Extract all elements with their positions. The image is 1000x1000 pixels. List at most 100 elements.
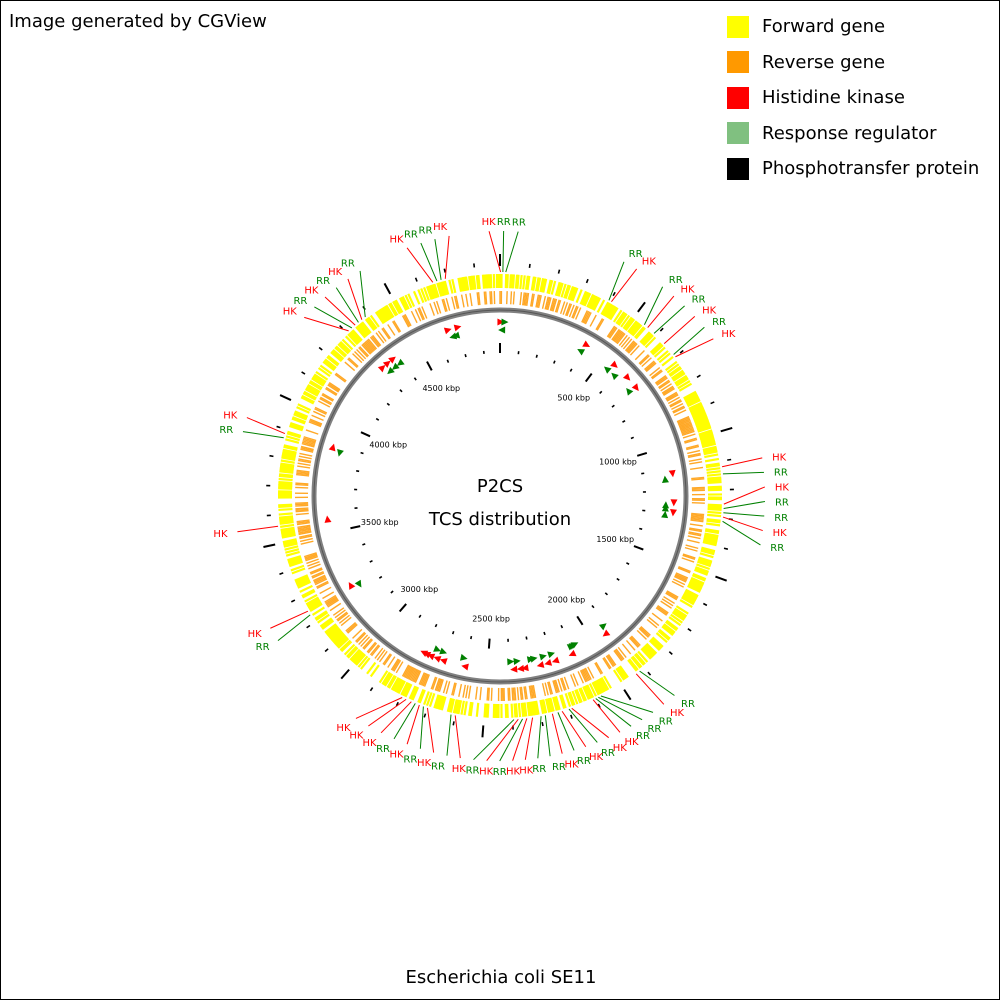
forward-gene-mark [360, 322, 371, 335]
reverse-gene-mark [614, 649, 624, 661]
reverse-gene-mark [641, 357, 652, 368]
response-regulator-mark [507, 658, 515, 666]
forward-gene-mark [557, 282, 564, 297]
inner-tick [375, 417, 380, 421]
reverse-gene-mark [387, 656, 396, 668]
legend: Forward gene Reverse gene Histidine kina… [727, 9, 979, 187]
forward-gene-mark [532, 276, 537, 291]
reverse-gene-mark [625, 640, 636, 651]
forward-gene-mark [388, 675, 397, 689]
forward-gene-mark [650, 343, 663, 355]
forward-gene-mark [325, 624, 338, 635]
forward-gene-mark [603, 303, 612, 317]
callout-label: RR [577, 756, 591, 767]
reverse-gene-mark [645, 362, 657, 373]
reverse-gene-mark [332, 607, 345, 616]
scale-label: 2000 kbp [548, 596, 586, 605]
forward-gene-mark [309, 602, 323, 612]
reverse-gene-mark [460, 294, 465, 308]
forward-gene-mark [384, 305, 394, 319]
forward-gene-mark [486, 274, 490, 289]
reverse-gene-mark [629, 345, 640, 356]
reverse-gene-mark [434, 677, 441, 691]
forward-gene-mark [510, 703, 514, 718]
forward-gene-mark [330, 351, 343, 363]
forward-gene-mark [475, 275, 480, 290]
forward-gene-mark [568, 286, 576, 301]
forward-gene-mark [681, 595, 696, 604]
callout-line [611, 268, 638, 302]
forward-gene-mark [285, 438, 300, 444]
histidine-kinase-mark [610, 360, 618, 368]
forward-gene-mark [570, 287, 577, 301]
forward-gene-mark [489, 274, 493, 289]
forward-gene-mark [287, 555, 302, 562]
reverse-gene-mark [556, 299, 562, 313]
reverse-gene-mark [314, 578, 328, 586]
reverse-gene-mark [669, 399, 682, 407]
forward-gene-mark [386, 674, 396, 689]
forward-gene-mark [369, 314, 380, 328]
reverse-gene-mark [297, 528, 312, 533]
forward-gene-mark [327, 354, 340, 366]
reverse-gene-swatch [727, 51, 749, 74]
forward-gene-mark [282, 539, 298, 545]
reverse-gene-mark [559, 677, 566, 691]
callout-line [393, 703, 416, 740]
forward-gene-mark [297, 580, 312, 589]
histidine-kinase-mark [568, 649, 577, 657]
reverse-gene-mark [422, 673, 429, 687]
forward-gene-mark [278, 503, 293, 507]
reverse-gene-mark [344, 361, 356, 372]
reverse-gene-mark [328, 383, 340, 392]
callout-line [537, 716, 542, 759]
inner-tick [350, 525, 361, 530]
forward-gene-mark [417, 688, 425, 703]
forward-gene-mark [707, 479, 722, 483]
inner-tick [386, 402, 390, 406]
reverse-gene-mark [621, 643, 632, 655]
forward-gene-mark [532, 701, 537, 716]
forward-gene-mark [311, 377, 325, 387]
reverse-gene-mark [548, 681, 554, 695]
reverse-gene-mark [419, 672, 427, 686]
forward-gene-mark [425, 285, 433, 300]
callout-label: HK [642, 256, 657, 267]
callout-line [723, 486, 766, 505]
forward-gene-mark [306, 385, 320, 395]
forward-gene-mark [692, 411, 707, 420]
forward-gene-mark [326, 625, 339, 636]
outer-tick [612, 291, 616, 297]
outer-tick [414, 277, 418, 282]
reverse-gene-mark [566, 303, 573, 317]
forward-gene-mark [433, 283, 440, 298]
forward-gene-mark [291, 567, 306, 575]
callout-line [237, 525, 279, 533]
response-regulator-mark [566, 644, 575, 651]
reverse-gene-mark [404, 314, 412, 327]
center-title: P2CS [477, 476, 523, 497]
reverse-gene-mark [489, 291, 492, 305]
reverse-gene-mark [311, 570, 324, 578]
forward-gene-mark [428, 285, 436, 299]
reverse-gene-mark [660, 383, 672, 392]
reverse-gene-mark [423, 674, 430, 687]
forward-gene-mark [603, 675, 612, 689]
forward-gene-mark [688, 580, 703, 589]
response-regulator-mark [354, 579, 362, 588]
reverse-gene-mark [666, 394, 679, 402]
reverse-gene-mark [296, 469, 310, 473]
forward-gene-mark [579, 687, 588, 702]
forward-gene-mark [475, 702, 480, 717]
forward-gene-mark [678, 382, 693, 392]
histidine-kinase-mark [551, 656, 560, 664]
forward-gene-mark [400, 681, 409, 696]
forward-gene-mark [412, 290, 421, 305]
reverse-gene-mark [690, 515, 704, 519]
forward-gene-mark [449, 698, 455, 713]
forward-gene-mark [597, 678, 607, 692]
callout-line [406, 247, 434, 283]
reverse-gene-mark [490, 291, 493, 305]
forward-gene-mark [389, 302, 399, 316]
reverse-gene-mark [308, 421, 322, 428]
